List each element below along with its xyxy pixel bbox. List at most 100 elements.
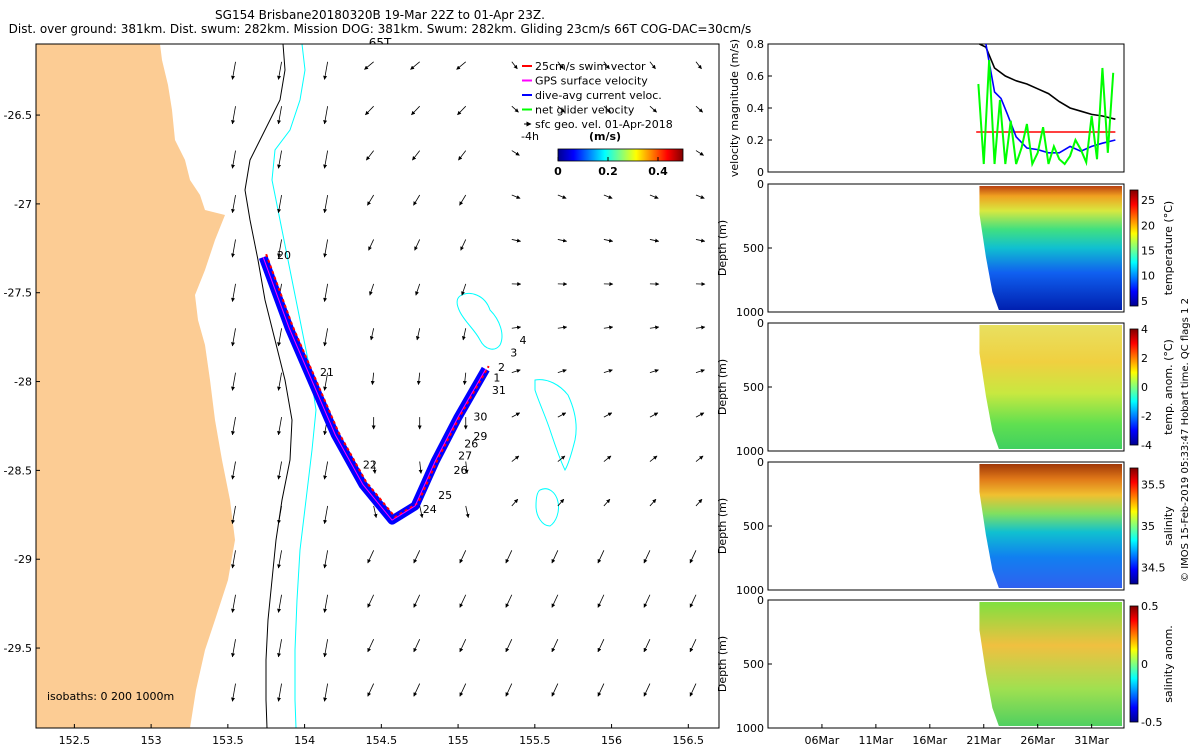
geostrophic-vector-arrow <box>557 105 565 113</box>
day-label: 30 <box>473 411 487 424</box>
geostrophic-vector-arrow <box>368 239 375 251</box>
geostrophic-vector-arrow <box>231 239 236 258</box>
geostrophic-vector-arrow <box>459 594 467 608</box>
colorbar-tick-label: 0.4 <box>648 165 668 178</box>
geostrophic-vector-arrow <box>323 328 329 347</box>
velocity-y-tick-label: 0.2 <box>747 134 765 147</box>
geostrophic-vector-arrow <box>460 239 467 251</box>
geostrophic-vector-arrow <box>277 194 282 214</box>
map-frame <box>35 43 720 729</box>
geostrophic-vector-arrow <box>511 150 520 156</box>
swim-vector-track <box>265 253 490 519</box>
geostrophic-vector-arrow <box>557 369 567 374</box>
geostrophic-vector-arrow <box>323 150 329 169</box>
map-x-tick-label: 154 <box>294 734 315 747</box>
geostrophic-vector-arrow <box>511 61 518 70</box>
geostrophic-vector-arrow <box>557 455 566 462</box>
map-x-tick-label: 153 <box>141 734 162 747</box>
geostrophic-vector-arrow <box>557 61 564 70</box>
geostrophic-vector-arrow <box>461 328 467 341</box>
section-y-tick-label: 1000 <box>736 306 764 319</box>
geostrophic-vector-arrow <box>323 461 329 480</box>
map-y-tick-label: -26.5 <box>4 109 32 122</box>
geostrophic-vector-arrow <box>649 105 657 113</box>
day-label: 26 <box>453 464 467 477</box>
geostrophic-vector-arrow <box>413 194 421 206</box>
geostrophic-vector-arrow <box>597 550 605 564</box>
geostrophic-vector-arrow <box>511 412 521 418</box>
geostrophic-vector-arrow <box>461 283 467 296</box>
section-y-tick-label: 0 <box>757 178 764 191</box>
section-colorbar-tick-label: -4 <box>1141 439 1152 452</box>
geostrophic-vector-arrow <box>231 283 236 302</box>
geostrophic-vector-arrow <box>457 105 467 116</box>
time-x-tick-label: 06Mar <box>805 734 840 747</box>
geostrophic-vector-arrow <box>364 61 374 70</box>
map-x-tick-label: 156 <box>601 734 622 747</box>
geostrophic-vector-arrow <box>511 194 521 199</box>
figure-title: SG154 Brisbane20180320B 19-Mar 22Z to 01… <box>0 8 760 50</box>
map-x-tick-label: 154.5 <box>366 734 398 747</box>
seamount-contour-south <box>535 488 559 527</box>
seamount-contour-north <box>456 293 503 350</box>
geostrophic-vector-arrow <box>231 150 236 169</box>
title-line-1: SG154 Brisbane20180320B 19-Mar 22Z to 01… <box>215 8 545 22</box>
legend-entry-label: GPS surface velocity <box>535 75 648 88</box>
section-ylabel: Depth (m) <box>716 636 729 692</box>
section-y-tick-label: 1000 <box>736 722 764 735</box>
geostrophic-vector-arrow <box>277 461 282 480</box>
day-label: 21 <box>320 366 334 379</box>
geostrophic-vector-arrow <box>277 639 282 658</box>
geostrophic-vector-arrow <box>551 683 559 697</box>
geostrophic-vector-arrow <box>231 417 236 436</box>
section-y-tick-label: 0 <box>757 456 764 469</box>
velocity-panel: 0 0.2 0.4 0.6 0.8 velocity magnitude (m/s) <box>728 38 1125 179</box>
geostrophic-vector-arrow <box>695 61 702 70</box>
footer-note: © IMOS 15-Feb-2019 05:33:47 Hobart time.… <box>1180 298 1191 582</box>
geostrophic-vector-arrow <box>277 594 282 613</box>
day-label: 22 <box>363 459 377 472</box>
glider-track <box>258 253 490 525</box>
geostrophic-vector-arrow <box>277 61 282 80</box>
geostrophic-vector-arrow <box>277 239 282 258</box>
geostrophic-vector-arrow <box>695 498 703 507</box>
map-y-tick-label: -29.5 <box>4 642 32 655</box>
seamount-contour-east <box>534 379 577 472</box>
legend-entry-label: sfc geo. vel. 01-Apr-2018 <box>535 118 673 131</box>
geostrophic-vector-arrow <box>277 683 282 702</box>
section-colorbar <box>1129 467 1139 585</box>
map-x-tick-label: 152.5 <box>59 734 91 747</box>
geostrophic-vector-arrow <box>231 461 236 480</box>
geostrophic-vector-arrow <box>649 412 659 418</box>
section-colorbar-tick-label: 35.5 <box>1141 479 1166 492</box>
day-label: 27 <box>458 450 472 463</box>
geostrophic-vector-arrow <box>231 683 236 702</box>
legend-extra: -4h <box>521 130 539 143</box>
section-y-tick-label: 500 <box>743 242 764 255</box>
geostrophic-vector-arrow <box>643 594 651 608</box>
map-x-ticks: 152.5 153 153.5 154 154.5 155 155.5 156 156.5 <box>59 724 704 747</box>
geostrophic-vector-arrow <box>413 550 421 564</box>
section-colorbar <box>1129 328 1139 446</box>
geostrophic-vector-arrow <box>695 455 704 462</box>
geostrophic-vector-arrow <box>551 594 559 608</box>
geostrophic-vector-arrow <box>412 150 421 161</box>
section-colorbar-tick-label: 0 <box>1141 658 1148 671</box>
geostrophic-vector-arrow <box>411 105 420 116</box>
geostrophic-vector-arrow <box>231 372 236 391</box>
velocity-series-line <box>985 43 1116 154</box>
geostrophic-vector-arrow <box>603 61 610 70</box>
geostrophic-vector-arrow <box>372 461 377 474</box>
geostrophic-vector-arrow <box>649 238 660 243</box>
time-x-tick-label: 11Mar <box>858 734 893 747</box>
geostrophic-vector-arrow <box>505 638 513 653</box>
section-y-tick-label: 500 <box>743 381 764 394</box>
geostrophic-vector-arrow <box>277 505 282 525</box>
geostrophic-vector-arrow <box>643 638 651 653</box>
map-y-tick-label: -28.5 <box>4 464 32 477</box>
geostrophic-vector-arrow <box>557 238 568 243</box>
geostrophic-vector-arrow <box>511 105 519 113</box>
salinity-section: 0 500 1000 Depth (m) 34.5 35 35.5 salinity <box>716 456 1175 597</box>
